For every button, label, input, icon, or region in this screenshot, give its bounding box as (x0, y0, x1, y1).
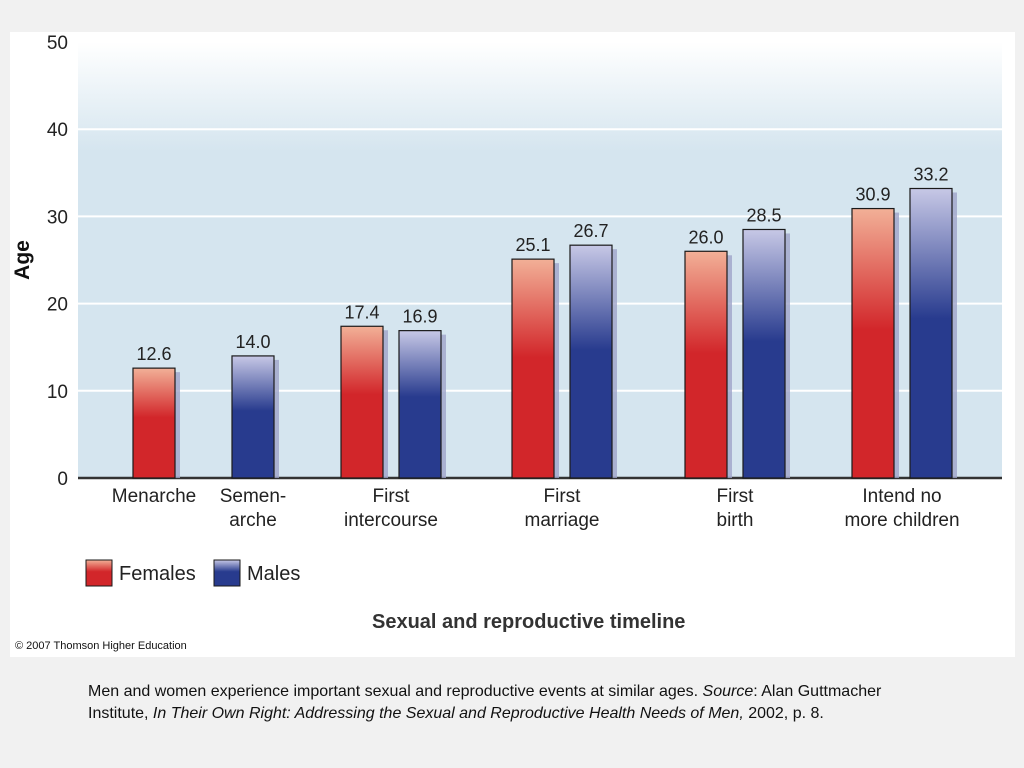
figure-caption: Men and women experience important sexua… (88, 681, 928, 725)
x-tick-label: First (544, 486, 582, 507)
legend-swatch-female (85, 559, 113, 587)
x-tick-label: Intend no (862, 486, 941, 507)
chart-card: 0 10 20 30 40 50 Age 12.6 Menarche 14.0 Semen-arch… (10, 32, 1015, 657)
data-label-female: 12.6 (136, 344, 171, 364)
x-tick-label: birth (717, 510, 754, 531)
y-tick-label: 10 (47, 382, 68, 403)
data-label-female: 26.0 (688, 227, 723, 247)
bar-chart: 0 10 20 30 40 50 Age 12.6 Menarche 14.0 Semen-arch… (11, 33, 1002, 633)
y-tick-label: 50 (47, 33, 68, 54)
bar-female (511, 258, 555, 479)
bar-female (340, 325, 384, 479)
bar-male (231, 355, 275, 479)
y-axis-label: Age (11, 240, 34, 280)
caption-text-2: : Alan Guttmacher Institute, (88, 683, 882, 722)
bar-female (851, 207, 895, 479)
x-tick-label: marriage (525, 510, 600, 531)
data-label-female: 17.4 (344, 302, 379, 322)
caption-source-label: Source (702, 683, 754, 700)
y-tick-label: 40 (47, 120, 68, 141)
x-tick-label: arche (229, 510, 277, 531)
x-tick-label: intercourse (344, 510, 438, 531)
caption-text-3: 2002, p. 8. (743, 705, 824, 722)
x-tick-label: Menarche (112, 486, 197, 507)
x-tick-label: First (373, 486, 411, 507)
y-tick-label: 20 (47, 295, 68, 316)
data-label-male: 26.7 (573, 221, 608, 241)
bar-female (684, 250, 728, 479)
x-tick-label: First (717, 486, 755, 507)
data-label-female: 25.1 (515, 235, 550, 255)
x-tick-label: Semen- (220, 486, 287, 507)
bar-male (569, 244, 613, 479)
data-label-male: 28.5 (746, 205, 781, 225)
x-tick-label: more children (844, 510, 959, 531)
legend-swatch-male (213, 559, 241, 587)
bar-male (398, 330, 442, 479)
data-label-male: 33.2 (913, 164, 948, 184)
y-tick-label: 30 (47, 207, 68, 228)
data-label-male: 16.9 (402, 307, 437, 327)
caption-text-1: Men and women experience important sexua… (88, 683, 703, 700)
caption-book-title: In Their Own Right: Addressing the Sexua… (152, 705, 744, 722)
y-tick-label: 0 (57, 469, 68, 490)
legend-label-female: Females (119, 563, 196, 585)
bar-female (132, 367, 176, 479)
bar-male (742, 228, 786, 479)
copyright-notice: © 2007 Thomson Higher Education (15, 640, 187, 652)
data-label-male: 14.0 (235, 332, 270, 352)
legend-label-male: Males (247, 563, 300, 585)
bar-male (909, 187, 953, 479)
chart-title: Sexual and reproductive timeline (372, 611, 685, 633)
data-label-female: 30.9 (855, 185, 890, 205)
